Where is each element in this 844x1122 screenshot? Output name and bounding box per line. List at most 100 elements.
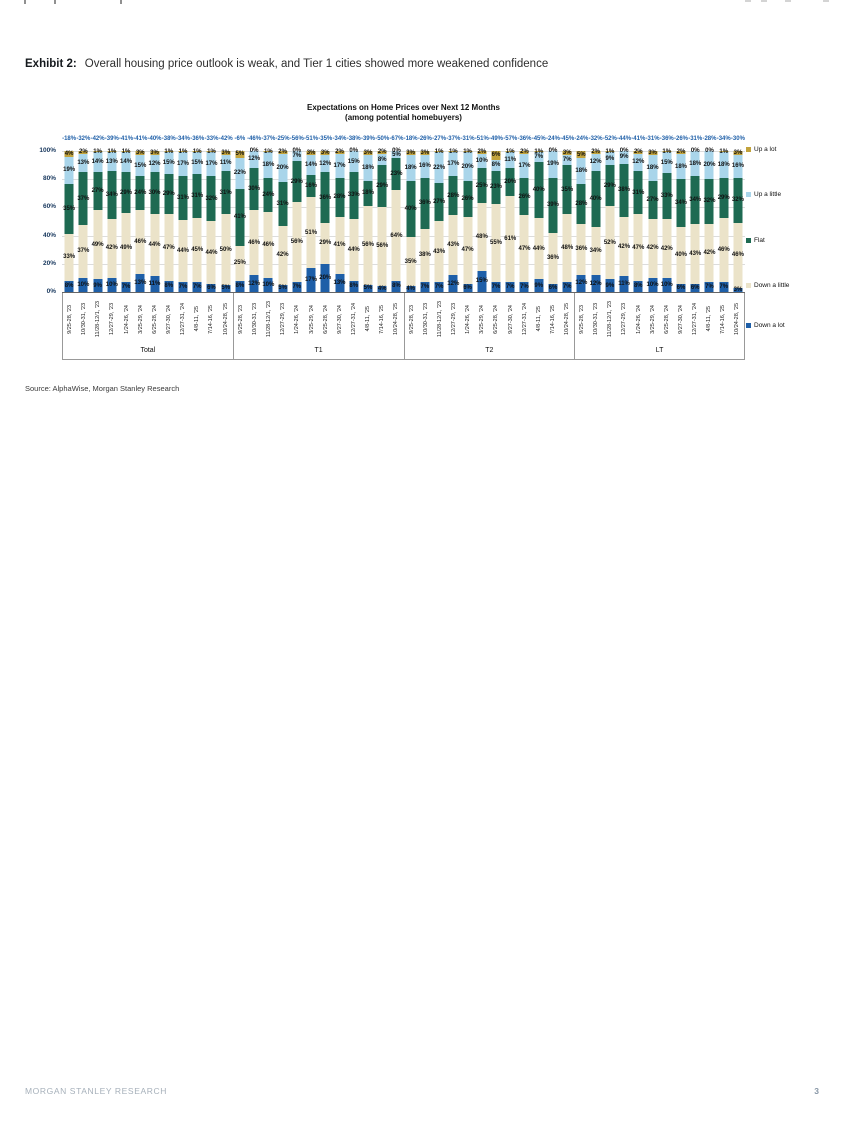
bar-segment: 44% <box>533 217 545 280</box>
bar-segment-value: 1% <box>534 148 544 155</box>
date-cell: 3/25-29, '24 <box>304 293 318 345</box>
y-axis-tick-label: 80% <box>42 175 56 183</box>
net-change-label: -37% <box>261 136 276 142</box>
bar-segment: 6% <box>206 283 216 292</box>
gridline <box>62 263 745 265</box>
net-change-label: -37% <box>446 136 461 142</box>
bar-segment: 5% <box>391 151 401 159</box>
stacked-bar: 1% 14% 27% 49% 9% <box>92 149 104 292</box>
bar-segment: 40% <box>674 227 688 284</box>
bar-segment-value: 17% <box>447 161 460 168</box>
bar-slot: -18% 4% 19% 35% 33% 8% <box>62 136 76 292</box>
bar-segment-value: 22% <box>433 164 446 171</box>
bar-segment-value: 46% <box>731 252 744 259</box>
x-axis-date-label: 12/27-31, '24 <box>180 303 187 335</box>
bar-slot: -35% 3% 12% 36% 29% 20% <box>318 136 332 292</box>
bar-slot: -52% 1% 9% 29% 52% 9% <box>603 136 617 292</box>
bar-segment: 35% <box>405 236 417 287</box>
bar-segment-value: 3% <box>363 150 373 157</box>
bar-segment-value: 29% <box>120 189 133 196</box>
stacked-bar: 0% 19% 39% 36% 6% <box>546 148 559 292</box>
bar-segment: 6% <box>463 283 473 292</box>
date-labels-row: 9/25-28, '23 10/30-31, '23 11/28-12/1, '23… <box>234 293 404 345</box>
stacked-bar: 3% 12% 30% 44% 11% <box>148 150 161 292</box>
bar-segment-value: 34% <box>689 196 702 203</box>
stacked-bar: 1% 9% 29% 52% 9% <box>604 149 616 292</box>
legend-label: Down a lot <box>754 322 785 329</box>
x-axis-date-label: 1/24-26, '24 <box>635 304 642 334</box>
stacked-bar: 3% 14% 16% 51% 17% <box>305 150 317 292</box>
x-axis-date-label: 12/27-29, '23 <box>280 303 287 335</box>
bar-segment: 35% <box>63 183 75 234</box>
x-axis-date-label: 9/25-28, '23 <box>67 304 74 334</box>
bar-segment-value: 44% <box>205 249 218 256</box>
bar-segment: 48% <box>561 214 573 283</box>
bar-segment: 11% <box>149 276 160 292</box>
bar-segment: 29% <box>376 165 388 207</box>
net-change-label: -49% <box>489 136 504 142</box>
stacked-bar: 3% 18% 18% 56% 5% <box>361 150 374 292</box>
bar-segment-value: 24% <box>134 189 147 196</box>
bar-segment-value: 12% <box>632 159 645 166</box>
stacked-bar: 3% 16% 36% 38% 7% <box>419 150 431 292</box>
bar-slot: -56% 0% 7% 29% 56% 7% <box>290 136 304 292</box>
bar-segment-value: 1% <box>164 148 174 155</box>
bar-segment: 10% <box>647 277 659 292</box>
bar-segment-value: 2% <box>591 149 600 156</box>
gridline <box>62 179 745 181</box>
bar-segment: 34% <box>675 179 687 228</box>
bar-slot: -39% 3% 18% 18% 56% 5% <box>361 136 375 292</box>
bar-segment-value: 3% <box>648 150 657 157</box>
bar-segment: 3% <box>733 150 743 156</box>
net-change-label: -34% <box>332 136 347 142</box>
chart-title-block: Expectations on Home Prices over Next 12… <box>62 103 745 122</box>
bar-segment-value: 12% <box>575 280 588 287</box>
bar-segment: 23% <box>490 170 502 204</box>
bar-slot: -42% 3% 11% 31% 50% 5% <box>219 136 233 292</box>
bar-segment-value: 19% <box>546 161 559 168</box>
group-label: T2 <box>485 347 494 354</box>
bar-segment-value: 31% <box>191 192 204 199</box>
bar-segment: 29% <box>604 165 616 206</box>
bar-segment-value: 56% <box>290 239 303 246</box>
x-axis-date-label: 10/30-31, '23 <box>593 303 600 335</box>
bar-segment-value: 40% <box>674 252 688 259</box>
stacked-bar: 1% 11% 20% 61% 7% <box>504 149 516 292</box>
bar-segment-value: 35% <box>561 186 574 193</box>
bar-segment-value: 12% <box>148 160 161 167</box>
bar-segment-value: 1% <box>263 148 273 155</box>
bar-segment-value: 18% <box>361 164 374 171</box>
bar-segment-value: 10% <box>77 281 90 288</box>
bar-segment: 29% <box>120 172 133 214</box>
cropped-header-fragment-left <box>24 0 174 4</box>
bar-segment: 28% <box>447 176 459 216</box>
bar-segment-value: 32% <box>205 195 218 202</box>
bar-segment-value: 3% <box>150 150 159 157</box>
bar-segment-value: 0% <box>619 148 629 154</box>
x-axis-date-label: 12/27-29, '23 <box>450 303 457 335</box>
bar-segment-value: 5% <box>363 285 373 292</box>
bar-segment-value: 47% <box>632 244 645 251</box>
bar-segment: 46% <box>262 212 274 278</box>
bar-segment-value: 42% <box>660 245 673 252</box>
bar-segment-value: 18% <box>262 162 275 169</box>
bar-slot: -34% 1% 18% 29% 46% 7% <box>717 136 731 292</box>
bar-segment-value: 2% <box>79 149 88 156</box>
x-axis-date-label: 3/25-29, '24 <box>479 304 486 334</box>
bar-segment: 18% <box>689 151 701 177</box>
bar-slot: -18% 3% 18% 40% 35% 4% <box>404 136 418 292</box>
bar-segment: 46% <box>134 209 146 274</box>
bar-slot: -42% 1% 14% 27% 49% 9% <box>90 136 105 292</box>
stacked-bar: 2% 17% 26% 47% 7% <box>518 149 530 292</box>
bar-slot: -67% 0% 5% 23% 64% 8% <box>389 136 403 292</box>
date-cell: 9/25-28, '23 <box>234 293 248 345</box>
bar-segment: 12% <box>248 275 260 292</box>
date-cell: 1/24-26, '24 <box>461 293 475 345</box>
bar-segment-value: 1% <box>121 148 131 155</box>
bar-segment-value: 36% <box>575 246 588 253</box>
stacked-bar: 3% 15% 24% 46% 13% <box>134 150 147 292</box>
date-cell: 10/24-28, '25 <box>389 293 403 345</box>
gridline <box>62 235 745 237</box>
bar-segment-value: 18% <box>717 161 730 168</box>
bar-segment: 36% <box>575 223 588 275</box>
